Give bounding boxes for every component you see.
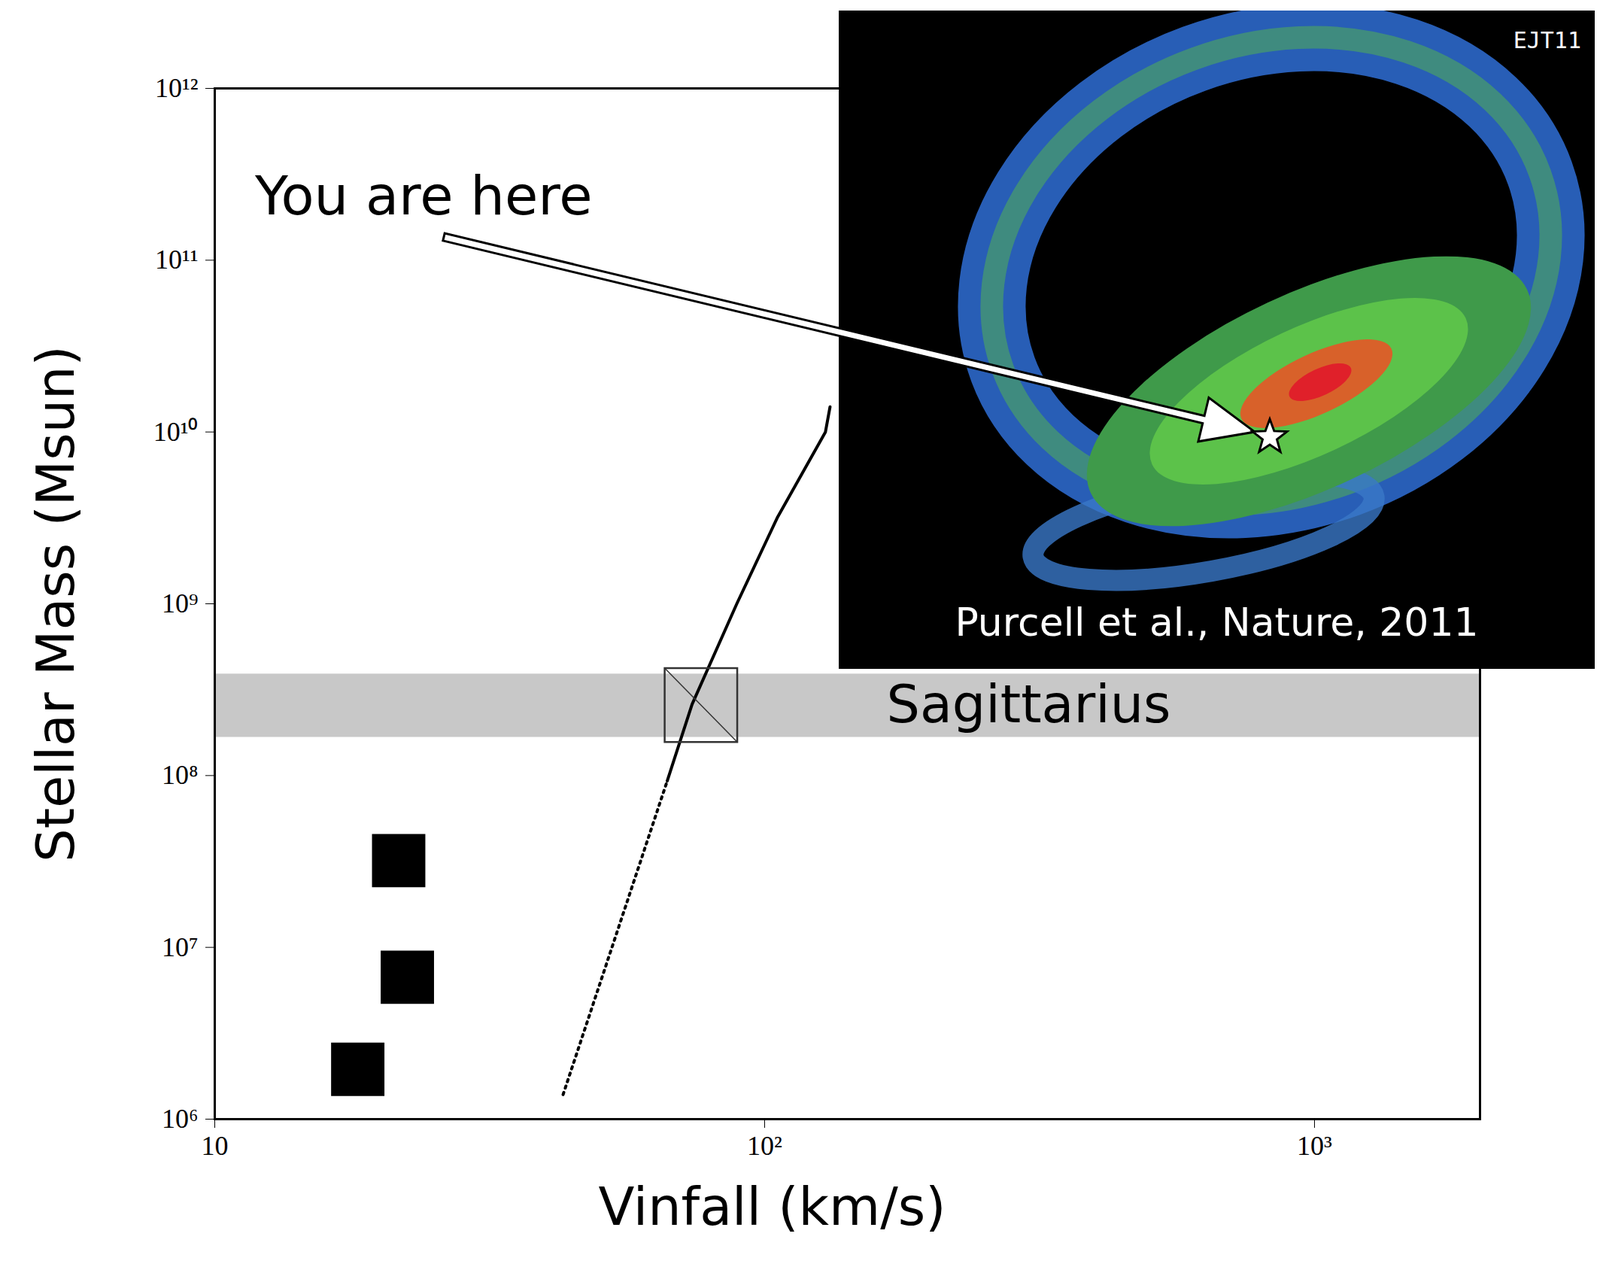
svg-text:Stellar Mass (Msun): Stellar Mass (Msun) (24, 345, 87, 862)
svg-text:10⁷: 10⁷ (161, 932, 199, 963)
svg-text:10⁸: 10⁸ (161, 759, 199, 790)
svg-text:Vinfall (km/s): Vinfall (km/s) (598, 1175, 946, 1238)
svg-text:10⁹: 10⁹ (161, 588, 199, 619)
svg-text:10: 10 (201, 1130, 229, 1161)
svg-text:You are here: You are here (254, 163, 593, 228)
svg-text:Purcell et al., Nature, 2011: Purcell et al., Nature, 2011 (954, 599, 1479, 645)
svg-text:10⁶: 10⁶ (161, 1103, 199, 1134)
svg-text:10²: 10² (746, 1130, 783, 1161)
svg-text:10³: 10³ (1296, 1130, 1333, 1161)
svg-text:Sagittarius: Sagittarius (886, 673, 1171, 735)
svg-text:10¹¹: 10¹¹ (154, 244, 199, 275)
svg-text:10¹²: 10¹² (154, 72, 199, 104)
svg-text:EJT11: EJT11 (1513, 27, 1582, 54)
svg-text:10¹⁰: 10¹⁰ (153, 416, 199, 447)
